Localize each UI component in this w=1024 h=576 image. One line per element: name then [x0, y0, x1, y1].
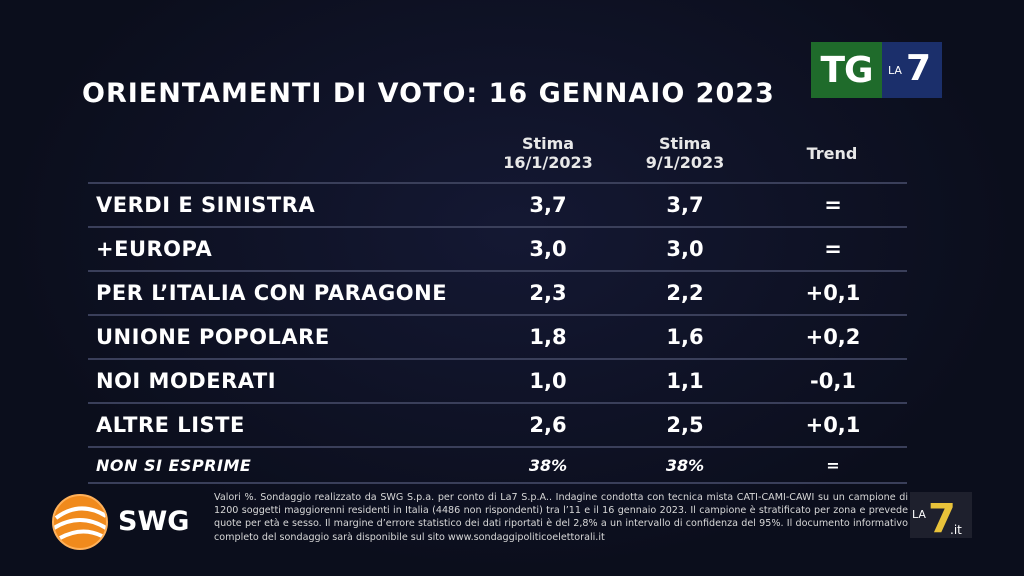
column-header-date: 16/1/2023: [503, 153, 593, 172]
party-name: +EUROPA: [96, 237, 213, 261]
value-trend: -0,1: [810, 369, 856, 393]
value-trend: =: [824, 237, 842, 261]
column-header-stima-16: Stima 16/1/2023: [488, 134, 608, 172]
value-current: 2,6: [529, 413, 567, 437]
column-header-date: 9/1/2023: [645, 153, 725, 172]
table-row: NOI MODERATI 1,0 1,1 -0,1: [88, 358, 907, 402]
swg-brand-text: SWG: [118, 506, 190, 537]
table-row: UNIONE POPOLARE 1,8 1,6 +0,2: [88, 314, 907, 358]
column-header-trend: Trend: [782, 144, 882, 163]
party-name: NON SI ESPRIME: [96, 455, 252, 475]
value-trend: +0,1: [805, 413, 861, 437]
value-current: 1,8: [529, 325, 567, 349]
la7-logo-block: LA 7: [882, 42, 942, 98]
value-previous: 2,5: [666, 413, 704, 437]
value-trend: =: [826, 455, 840, 475]
party-name: PER L’ITALIA CON PARAGONE: [96, 281, 448, 305]
value-previous: 2,2: [666, 281, 704, 305]
watermark-la: LA: [912, 508, 926, 521]
value-trend: +0,1: [805, 281, 861, 305]
table-row: PER L’ITALIA CON PARAGONE 2,3 2,2 +0,1: [88, 270, 907, 314]
watermark-it: .it: [950, 523, 962, 537]
value-previous: 1,6: [666, 325, 704, 349]
table-row: ALTRE LISTE 2,6 2,5 +0,1: [88, 402, 907, 446]
value-current: 1,0: [529, 369, 567, 393]
la7-watermark-icon: LA 7 .it: [910, 492, 972, 538]
la7-logo-seven: 7: [906, 48, 932, 89]
value-trend: =: [824, 193, 842, 217]
column-header-stima-9: Stima 9/1/2023: [625, 134, 745, 172]
table-row: VERDI E SINISTRA 3,7 3,7 =: [88, 182, 907, 226]
tg-la7-logo: TG LA 7: [811, 42, 942, 98]
party-name: NOI MODERATI: [96, 369, 277, 393]
value-previous: 38%: [665, 455, 705, 475]
party-name: VERDI E SINISTRA: [96, 193, 316, 217]
value-previous: 3,7: [666, 193, 704, 217]
value-current: 3,0: [529, 237, 567, 261]
tg-logo-text: TG: [811, 42, 882, 98]
table-row: +EUROPA 3,0 3,0 =: [88, 226, 907, 270]
party-name: ALTRE LISTE: [96, 413, 245, 437]
la7-logo-la: LA: [888, 64, 902, 77]
value-previous: 3,0: [666, 237, 704, 261]
value-current: 38%: [528, 455, 568, 475]
swg-globe-icon: [52, 494, 108, 550]
methodology-note: Valori %. Sondaggio realizzato da SWG S.…: [214, 492, 908, 543]
value-current: 3,7: [529, 193, 567, 217]
value-previous: 1,1: [666, 369, 704, 393]
column-header-line: Stima: [658, 134, 712, 153]
table-row: NON SI ESPRIME 38% 38% =: [88, 446, 907, 484]
poll-table: VERDI E SINISTRA 3,7 3,7 = +EUROPA 3,0 3…: [88, 182, 907, 484]
party-name: UNIONE POPOLARE: [96, 325, 330, 349]
watermark-seven: 7: [928, 496, 956, 538]
column-header-line: Trend: [806, 144, 858, 163]
page-title: ORIENTAMENTI DI VOTO: 16 GENNAIO 2023: [82, 78, 775, 109]
value-trend: +0,2: [805, 325, 861, 349]
value-current: 2,3: [529, 281, 567, 305]
column-header-line: Stima: [521, 134, 575, 153]
